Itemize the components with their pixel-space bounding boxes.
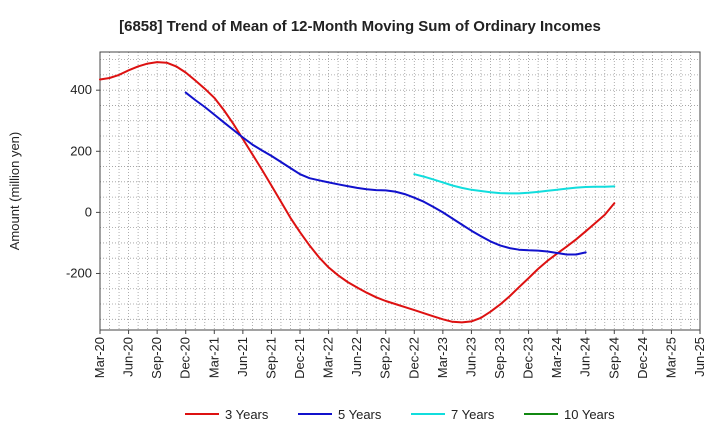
- x-tick-label: Sep-21: [263, 337, 278, 379]
- y-tick-label: 0: [85, 204, 92, 219]
- x-tick-label: Sep-22: [378, 337, 393, 379]
- x-tick-label: Jun-25: [692, 337, 707, 377]
- legend-label-7-years: 7 Years: [451, 407, 495, 422]
- x-tick-label: Jun-24: [578, 337, 593, 377]
- x-tick-label: Jun-23: [463, 337, 478, 377]
- x-tick-label: Mar-22: [321, 337, 336, 378]
- axes: -200 0 200 400 Mar-20 Jun-20 Sep-20 Dec-20 Mar-2…: [66, 51, 707, 379]
- x-tick-label: Dec-24: [635, 337, 650, 379]
- chart-title: [6858] Trend of Mean of 12-Month Moving …: [119, 18, 601, 35]
- legend-label-5-years: 5 Years: [338, 407, 382, 422]
- x-tick-label: Jun-20: [121, 337, 136, 377]
- x-tick-label: Sep-24: [606, 337, 621, 379]
- y-tick-label: 400: [70, 82, 92, 97]
- y-axis-label: Amount (million yen): [7, 132, 22, 251]
- series-line-5-years: [184, 91, 587, 256]
- series-lines: [99, 61, 616, 324]
- x-tick-label: Mar-21: [206, 337, 221, 378]
- x-tick-label: Dec-23: [521, 337, 536, 379]
- x-tick-label: Sep-20: [149, 337, 164, 379]
- y-tick-label: -200: [66, 265, 92, 280]
- y-tick-label: 200: [70, 143, 92, 158]
- x-tick-label: Mar-23: [435, 337, 450, 378]
- grid: [100, 52, 700, 330]
- x-tick-label: Sep-23: [492, 337, 507, 379]
- legend-label-10-years: 10 Years: [564, 407, 615, 422]
- x-tick-label: Dec-20: [178, 337, 193, 379]
- x-tick-label: Mar-24: [549, 337, 564, 378]
- series-line-7-years: [413, 173, 616, 195]
- x-tick-label: Mar-20: [92, 337, 107, 378]
- x-tick-label: Dec-21: [292, 337, 307, 379]
- series-line-3-years: [99, 61, 616, 324]
- x-tick-label: Jun-21: [235, 337, 250, 377]
- x-tick-label: Jun-22: [349, 337, 364, 377]
- legend: 3 Years 5 Years 7 Years 10 Years: [185, 407, 615, 422]
- x-tick-label: Dec-22: [406, 337, 421, 379]
- plot-frame: [99, 51, 701, 331]
- legend-label-3-years: 3 Years: [225, 407, 269, 422]
- x-tick-label: Mar-25: [663, 337, 678, 378]
